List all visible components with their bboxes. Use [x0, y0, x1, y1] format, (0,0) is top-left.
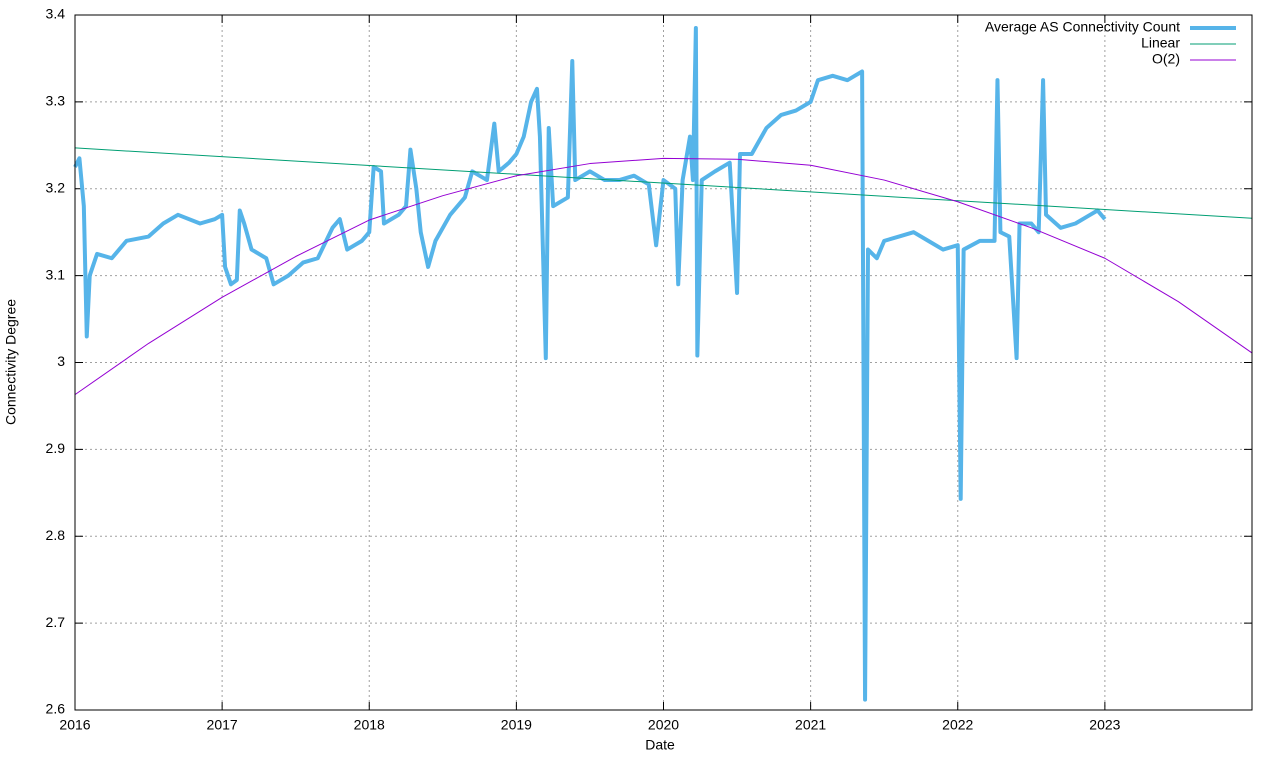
x-tick-label: 2020 [648, 717, 679, 733]
y-tick-label: 2.8 [46, 527, 66, 543]
x-tick-label: 2023 [1089, 717, 1120, 733]
plot-border [74, 14, 1253, 711]
legend-label: O(2) [1152, 51, 1180, 67]
y-axis-label: Connectivity Degree [3, 299, 19, 425]
legend-label: Average AS Connectivity Count [985, 19, 1180, 35]
y-tick-label: 3.1 [46, 266, 66, 282]
x-tick-label: 2017 [207, 717, 238, 733]
y-tick-label: 2.7 [46, 614, 66, 630]
y-tick-label: 2.6 [46, 701, 66, 717]
y-tick-label: 3.3 [46, 93, 66, 109]
y-tick-label: 3.2 [46, 179, 66, 195]
x-tick-label: 2018 [354, 717, 385, 733]
x-tick-label: 2019 [501, 717, 532, 733]
x-tick-label: 2016 [59, 717, 90, 733]
y-tick-label: 3 [57, 353, 65, 369]
series-line [73, 26, 1107, 702]
x-axis-label: Date [645, 737, 675, 753]
y-tick-label: 2.9 [46, 440, 66, 456]
x-tick-label: 2021 [795, 717, 826, 733]
x-tick-label: 2022 [942, 717, 973, 733]
series-line [74, 147, 1253, 219]
legend-label: Linear [1141, 35, 1180, 51]
series-line [74, 157, 1253, 396]
y-tick-label: 3.4 [46, 6, 66, 22]
